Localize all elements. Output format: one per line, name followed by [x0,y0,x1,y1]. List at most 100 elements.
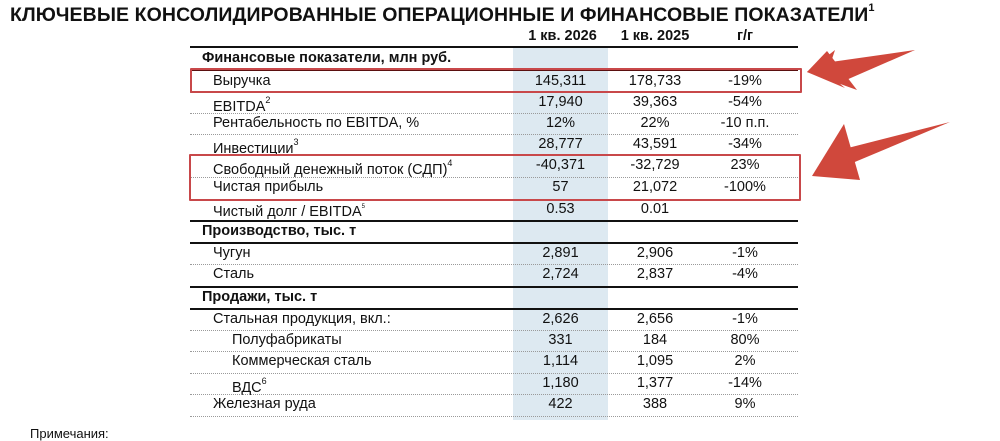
table-row-fcf: Свободный денежный поток (СДП)4 -40,371 … [190,155,798,178]
cell-yoy: -14% [728,375,762,391]
table-row-net-income: Чистая прибыль 57 21,072 -100% [190,177,798,198]
table-row-ebitda-margin: Рентабельность по EBITDA, % 12% 22% -10 … [190,113,798,134]
row-divider [190,351,798,352]
row-label: Полуфабрикаты [232,332,342,348]
table-row-iron-ore: Железная руда 422 388 9% [190,394,798,415]
cell-q1-2025: 2,656 [636,311,674,327]
row-divider [190,373,798,374]
table-row-capex: Инвестиции3 28,777 43,591 -34% [190,134,798,157]
cell-q1-2025: 184 [642,332,668,348]
column-header-yoy: г/г [736,28,754,44]
cell-yoy: 2% [734,353,756,369]
cell-yoy: -10 п.п. [720,115,770,131]
cell-yoy: -100% [724,179,766,195]
row-divider [190,394,798,395]
row-divider [190,134,798,135]
row-label: Железная руда [213,396,316,412]
cell-q1-2026: 2,724 [542,266,579,282]
row-label: Сталь [213,266,255,282]
cell-q1-2025: 0.01 [640,201,670,217]
cell-q1-2026: -40,371 [535,157,586,173]
row-label: Коммерческая сталь [232,353,372,369]
row-label: Чистый долг / EBITDA5 [213,203,365,220]
table-row-hva: ВДС6 1,180 1,377 -14% [190,373,798,396]
section-header-production: Производство, тыс. т [190,221,798,242]
cell-q1-2025: 2,837 [636,266,674,282]
section-title: Производство, тыс. т [202,223,357,239]
cell-q1-2026: 12% [545,115,576,131]
section-title: Продажи, тыс. т [202,289,318,305]
table-row-pig-iron: Чугун 2,891 2,906 -1% [190,243,798,264]
cell-q1-2026: 17,940 [538,94,583,110]
row-divider [190,177,798,178]
row-label: Инвестиции3 [213,137,299,157]
cell-q1-2025: 178,733 [628,73,682,89]
section-rule [190,69,798,71]
arrow-icon [812,122,950,180]
section-rule [190,242,798,244]
cell-q1-2025: 388 [642,396,668,412]
cell-q1-2025: 1,095 [636,353,674,369]
table-row-revenue: Выручка 145,311 178,733 -19% [190,71,798,92]
title-text: КЛЮЧЕВЫЕ КОНСОЛИДИРОВАННЫЕ ОПЕРАЦИОННЫЕ … [10,4,869,26]
cell-q1-2026: 422 [548,396,573,412]
row-divider [190,264,798,265]
table-row-steel: Сталь 2,724 2,837 -4% [190,264,798,285]
cell-q1-2025: -32,729 [630,157,680,173]
cell-q1-2026: 0.53 [546,201,575,217]
section-rule [190,220,798,222]
page-title: КЛЮЧЕВЫЕ КОНСОЛИДИРОВАННЫЕ ОПЕРАЦИОННЫЕ … [10,2,875,27]
cell-yoy: -1% [732,311,758,327]
cell-yoy: -54% [728,94,762,110]
row-label: EBITDA2 [213,95,271,115]
table-row-ebitda: EBITDA2 17,940 39,363 -54% [190,92,798,115]
title-footnote: 1 [868,2,875,14]
cell-q1-2025: 2,906 [636,245,674,261]
highlighted-column-q1-2026 [513,48,608,420]
footnote-heading: Примечания: [30,426,109,441]
cell-q1-2026: 1,180 [542,375,579,391]
cell-yoy: 80% [730,332,760,348]
table-row-net-debt-ebitda: Чистый долг / EBITDA5 0.53 0.01 [190,199,798,220]
cell-q1-2026: 2,626 [542,311,579,327]
cell-q1-2025: 39,363 [632,94,678,110]
row-label: ВДС6 [232,376,267,396]
cell-yoy: -1% [732,245,758,261]
section-title: Финансовые показатели, млн руб. [202,50,452,66]
column-header-q1-2026: 1 кв. 2026 [528,28,597,44]
row-label: Чистая прибыль [213,179,324,195]
row-divider [190,416,798,417]
row-label: Рентабельность по EBITDA, % [213,115,420,131]
cell-q1-2025: 43,591 [632,136,678,152]
section-rule [190,308,798,310]
cell-q1-2025: 22% [640,115,670,131]
row-label: Стальная продукция, вкл.: [213,311,391,327]
arrow-icon [807,50,915,90]
cell-q1-2026: 57 [552,179,569,195]
cell-q1-2026: 145,311 [534,73,587,89]
cell-yoy: 23% [730,157,760,173]
cell-q1-2026: 331 [548,332,573,348]
row-label: Чугун [213,245,251,261]
table-row-steel-products: Стальная продукция, вкл.: 2,626 2,656 -1… [190,309,798,330]
cell-yoy: -34% [728,136,762,152]
highlight-box-fcf-net-income [189,154,801,201]
row-divider [190,330,798,331]
cell-yoy: 9% [734,396,756,412]
cell-yoy: -19% [728,73,762,89]
cell-q1-2025: 1,377 [636,375,674,391]
highlight-box-revenue [190,68,802,93]
section-header-sales: Продажи, тыс. т [190,287,798,308]
column-header-q1-2025: 1 кв. 2025 [620,28,690,44]
row-divider [190,113,798,114]
cell-q1-2026: 28,777 [538,136,583,152]
row-label: Выручка [213,73,271,89]
table-row-semi-finished: Полуфабрикаты 331 184 80% [190,330,798,351]
section-header-financial: Финансовые показатели, млн руб. [190,48,798,69]
table-row-commercial-steel: Коммерческая сталь 1,114 1,095 2% [190,351,798,372]
section-rule [190,286,798,288]
table-top-rule [190,46,798,48]
cell-yoy: -4% [732,266,758,282]
cell-q1-2025: 21,072 [632,179,678,195]
row-label: Свободный денежный поток (СДП)4 [213,158,453,178]
